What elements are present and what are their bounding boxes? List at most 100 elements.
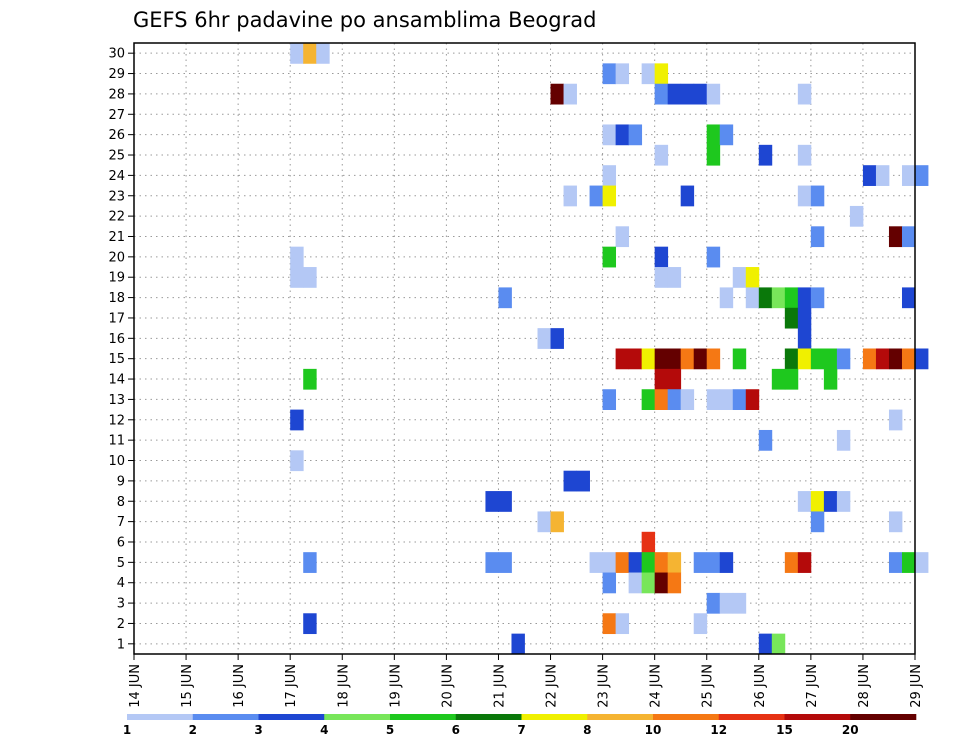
heatmap-cell bbox=[784, 368, 799, 390]
heatmap-cell bbox=[667, 348, 682, 370]
colorbar-segment bbox=[455, 714, 522, 720]
heatmap-cell bbox=[563, 83, 577, 105]
heatmap-cell bbox=[719, 389, 734, 410]
heatmap-cell bbox=[719, 124, 734, 146]
y-tick-label: 13 bbox=[108, 393, 125, 408]
y-tick-label: 24 bbox=[108, 169, 125, 184]
y-tick-label: 2 bbox=[117, 617, 125, 632]
colorbar-label: 5 bbox=[386, 723, 394, 737]
colorbar-label: 3 bbox=[254, 723, 262, 737]
heatmap-cell bbox=[680, 185, 695, 207]
heatmap-cell bbox=[901, 226, 916, 248]
heatmap-cell bbox=[797, 144, 812, 166]
heatmap-cell bbox=[693, 613, 708, 635]
heatmap-cell bbox=[550, 511, 564, 533]
heatmap-cell bbox=[615, 613, 630, 635]
heatmap-cell bbox=[602, 63, 617, 85]
colorbar-segment bbox=[784, 714, 851, 720]
heatmap-cell bbox=[654, 368, 669, 390]
heatmap-cell bbox=[836, 429, 851, 451]
heatmap-cell bbox=[589, 185, 603, 207]
heatmap-cell bbox=[290, 246, 304, 268]
heatmap-cell bbox=[303, 267, 317, 288]
heatmap-cell bbox=[758, 429, 773, 451]
colorbar-label: 1 bbox=[123, 723, 131, 737]
heatmap-cell bbox=[628, 572, 643, 594]
colorbar-segment bbox=[653, 714, 720, 720]
heatmap-cell bbox=[706, 389, 721, 410]
heatmap-cell bbox=[615, 124, 630, 146]
y-tick-label: 9 bbox=[117, 474, 125, 489]
heatmap-cell bbox=[823, 491, 838, 512]
heatmap-cell bbox=[303, 368, 317, 390]
heatmap-cell bbox=[654, 572, 669, 594]
heatmap-cell bbox=[290, 43, 304, 64]
heatmap-cell bbox=[615, 348, 630, 370]
x-tick-label: 15 JUN bbox=[180, 664, 195, 708]
heatmap-cell bbox=[836, 348, 851, 370]
heatmap-cell bbox=[784, 307, 799, 329]
heatmap-cell bbox=[732, 348, 747, 370]
heatmap-cell bbox=[693, 83, 708, 105]
heatmap-cell bbox=[667, 267, 682, 288]
y-tick-label: 22 bbox=[108, 210, 125, 225]
y-tick-label: 21 bbox=[108, 230, 125, 245]
heatmap-cell bbox=[654, 389, 669, 410]
heatmap-cell bbox=[862, 348, 877, 370]
heatmap-cell bbox=[706, 83, 721, 105]
heatmap-cell bbox=[602, 246, 617, 268]
x-tick-label: 29 JUN bbox=[909, 664, 924, 708]
heatmap-cell bbox=[797, 185, 812, 207]
heatmap-cell bbox=[745, 267, 760, 288]
colorbar-label: 8 bbox=[583, 723, 591, 737]
heatmap-cell bbox=[303, 43, 317, 64]
x-tick-label: 25 JUN bbox=[701, 664, 716, 708]
heatmap-cell bbox=[641, 531, 656, 553]
heatmap-cell bbox=[706, 246, 721, 268]
heatmap-cell bbox=[732, 389, 747, 410]
colorbar-segment bbox=[324, 714, 391, 720]
heatmap-cell bbox=[628, 552, 643, 573]
heatmap-cell bbox=[537, 511, 551, 533]
heatmap-cell bbox=[719, 287, 734, 309]
colorbar-label: 20 bbox=[842, 723, 859, 737]
heatmap-cell bbox=[654, 144, 669, 166]
heatmap-cell bbox=[654, 63, 669, 85]
heatmap-cell bbox=[784, 348, 799, 370]
colorbar-segment bbox=[258, 714, 325, 720]
heatmap-cell bbox=[797, 287, 812, 309]
y-tick-label: 19 bbox=[108, 271, 125, 286]
colorbar-label: 12 bbox=[710, 723, 727, 737]
heatmap-cell bbox=[667, 368, 682, 390]
y-tick-label: 29 bbox=[108, 67, 125, 82]
heatmap-cell bbox=[719, 552, 734, 573]
heatmap-cell bbox=[719, 592, 734, 614]
y-tick-label: 15 bbox=[108, 352, 125, 367]
heatmap-cell bbox=[745, 389, 760, 410]
heatmap-cell bbox=[888, 552, 903, 573]
axes: 1234567891011121314151617181920212223242… bbox=[108, 47, 924, 708]
x-tick-label: 28 JUN bbox=[857, 664, 872, 708]
heatmap-cell bbox=[641, 552, 656, 573]
plot-frame bbox=[133, 42, 916, 655]
heatmap-cell bbox=[550, 83, 564, 105]
heatmap-cell bbox=[303, 613, 317, 635]
y-tick-label: 12 bbox=[108, 413, 125, 428]
x-tick-label: 19 JUN bbox=[388, 664, 403, 708]
heatmap-cell bbox=[680, 348, 695, 370]
heatmap-cell bbox=[901, 165, 916, 186]
heatmap-cell bbox=[615, 226, 630, 248]
heatmap-cell bbox=[602, 124, 617, 146]
y-tick-label: 17 bbox=[108, 311, 125, 326]
heatmap-cell bbox=[602, 185, 617, 207]
heatmap-cell bbox=[901, 552, 916, 573]
heatmap-cell bbox=[654, 267, 669, 288]
heatmap-cell bbox=[823, 368, 838, 390]
heatmap-cell bbox=[836, 491, 851, 512]
heatmap-cell bbox=[732, 267, 747, 288]
x-tick-label: 20 JUN bbox=[440, 664, 455, 708]
y-tick-label: 18 bbox=[108, 291, 125, 306]
heatmap-cell bbox=[628, 348, 643, 370]
x-tick-label: 18 JUN bbox=[336, 664, 351, 708]
